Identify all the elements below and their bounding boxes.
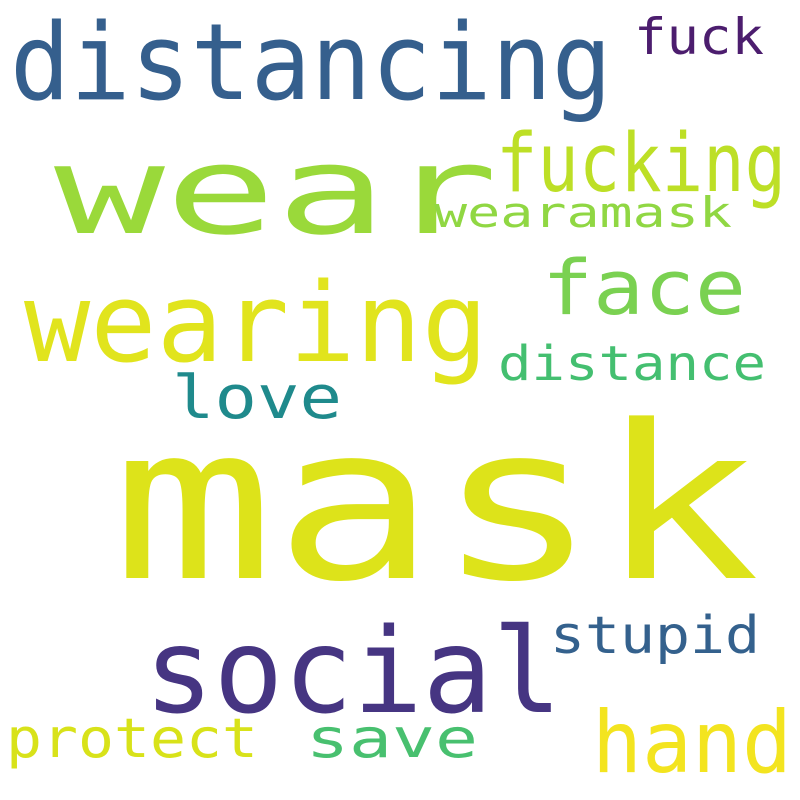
word-wearamask: wearamask	[434, 188, 732, 237]
word-social: social	[144, 602, 562, 740]
word-save: save	[306, 707, 478, 770]
word-mask: mask	[112, 380, 760, 629]
word-wear: wear	[54, 120, 498, 262]
word-hand: hand	[592, 693, 792, 793]
word-face: face	[542, 243, 746, 332]
word-love: love	[172, 363, 342, 433]
word-distance: distance	[498, 336, 766, 392]
word-protect: protect	[6, 707, 258, 770]
word-fucking: fucking	[496, 117, 786, 211]
word-wearing: wearing	[24, 259, 488, 387]
word-fuck: fuck	[634, 8, 764, 66]
word-distancing: distancing	[10, 1, 612, 124]
word-stupid: stupid	[550, 606, 760, 666]
